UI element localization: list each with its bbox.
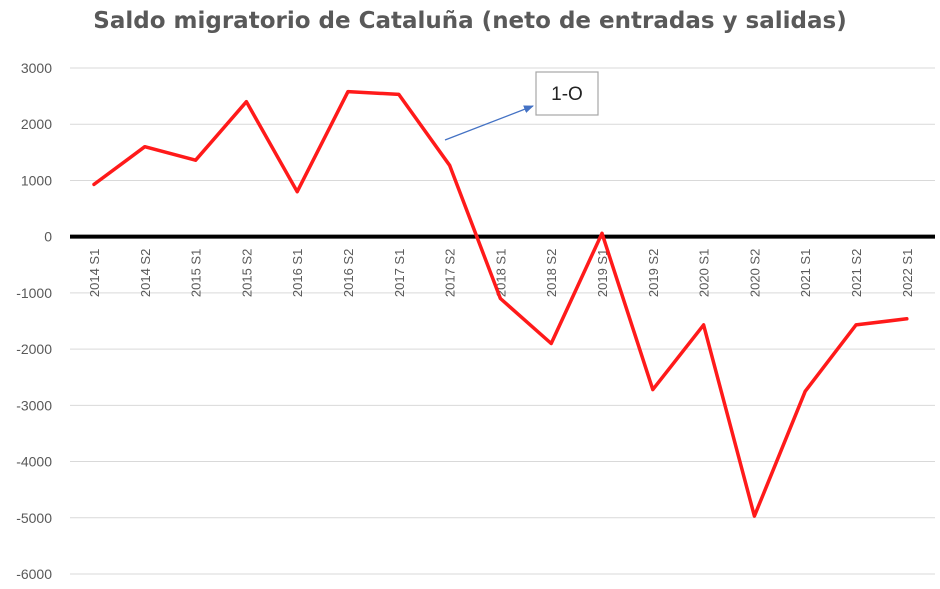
x-tick-label: 2019 S1 xyxy=(595,249,610,297)
y-tick-label: -6000 xyxy=(16,566,52,582)
x-tick-label: 2014 S1 xyxy=(87,249,102,297)
data-point xyxy=(549,341,553,345)
x-tick-label: 2016 S1 xyxy=(290,249,305,297)
x-tick-label: 2021 S1 xyxy=(798,249,813,297)
x-tick-label: 2016 S2 xyxy=(341,249,356,297)
x-tick-label: 2015 S2 xyxy=(239,249,254,297)
data-point xyxy=(346,90,350,94)
y-axis-tick-labels: 3000 2000 1000 0 -1000 -2000 -3000 -4000 -5000 -6… xyxy=(16,60,52,582)
data-point xyxy=(143,145,147,149)
x-tick-label: 2020 S1 xyxy=(697,249,712,297)
x-axis-tick-labels: 2014 S1 2014 S2 2015 S1 2015 S2 2016 S1 2016 … xyxy=(87,249,915,297)
x-tick-label: 2017 S1 xyxy=(392,249,407,297)
data-point xyxy=(803,389,807,393)
data-point xyxy=(854,323,858,327)
data-point xyxy=(702,323,706,327)
data-point xyxy=(448,163,452,167)
x-tick-label: 2018 S2 xyxy=(544,249,559,297)
y-tick-label: -3000 xyxy=(16,397,52,413)
data-point xyxy=(498,297,502,301)
data-point xyxy=(905,317,909,321)
y-tick-label: 3000 xyxy=(21,60,52,76)
x-tick-label: 2014 S2 xyxy=(138,249,153,297)
data-point xyxy=(600,231,604,235)
annotation-layer: 1-O xyxy=(444,71,599,141)
x-tick-label: 2021 S2 xyxy=(849,249,864,297)
annotation-label: 1-O xyxy=(551,84,583,105)
x-tick-label: 2017 S2 xyxy=(443,249,458,297)
series-line xyxy=(92,89,909,518)
data-point xyxy=(752,514,756,518)
x-tick-label: 2018 S1 xyxy=(493,249,508,297)
gridlines xyxy=(70,67,935,575)
y-tick-label: -5000 xyxy=(16,510,52,526)
data-point xyxy=(295,190,299,194)
y-tick-label: -2000 xyxy=(16,341,52,357)
data-point xyxy=(651,388,655,392)
y-tick-label: 2000 xyxy=(21,116,52,132)
chart-title: Saldo migratorio de Cataluña (neto de en… xyxy=(93,8,847,34)
data-point xyxy=(194,158,198,162)
data-point xyxy=(92,182,96,186)
y-tick-label: -4000 xyxy=(16,454,52,470)
y-tick-label: 1000 xyxy=(21,172,52,188)
annotation-box xyxy=(535,71,599,116)
y-tick-label: 0 xyxy=(44,229,52,245)
x-tick-label: 2022 S1 xyxy=(900,249,915,297)
x-tick-label: 2015 S1 xyxy=(189,249,204,297)
x-tick-label: 2020 S2 xyxy=(747,249,762,297)
data-point xyxy=(397,92,401,96)
data-point xyxy=(244,100,248,104)
x-tick-label: 2019 S2 xyxy=(646,249,661,297)
series-layer xyxy=(92,89,909,518)
annotation-arrow xyxy=(444,105,534,141)
y-tick-label: -1000 xyxy=(16,285,52,301)
